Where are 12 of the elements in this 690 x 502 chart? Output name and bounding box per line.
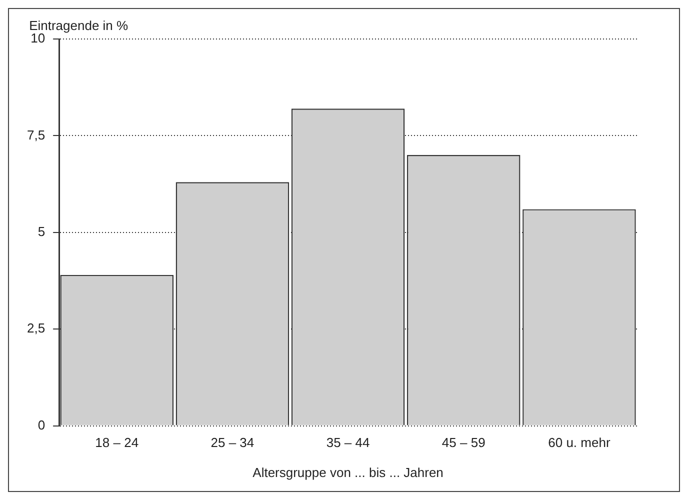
y-tick-label: 10 [30,30,46,46]
y-tick-label: 5 [38,224,46,239]
x-tick-label: 25 – 34 [210,435,254,450]
y-axis-title: Eintragende in % [29,18,129,34]
x-axis-title: Altersgruppe von ... bis ... Jahren [252,464,444,480]
y-tick-label: 0 [38,417,46,432]
y-tick-label: 2,5 [26,320,46,336]
x-tick-label: 18 – 24 [95,435,139,450]
x-tick-label: 60 u. mehr [548,435,611,450]
x-tick-label: 45 – 59 [442,435,486,450]
y-tick-label: 7,5 [26,127,46,142]
x-tick-label: 35 – 44 [326,435,370,450]
